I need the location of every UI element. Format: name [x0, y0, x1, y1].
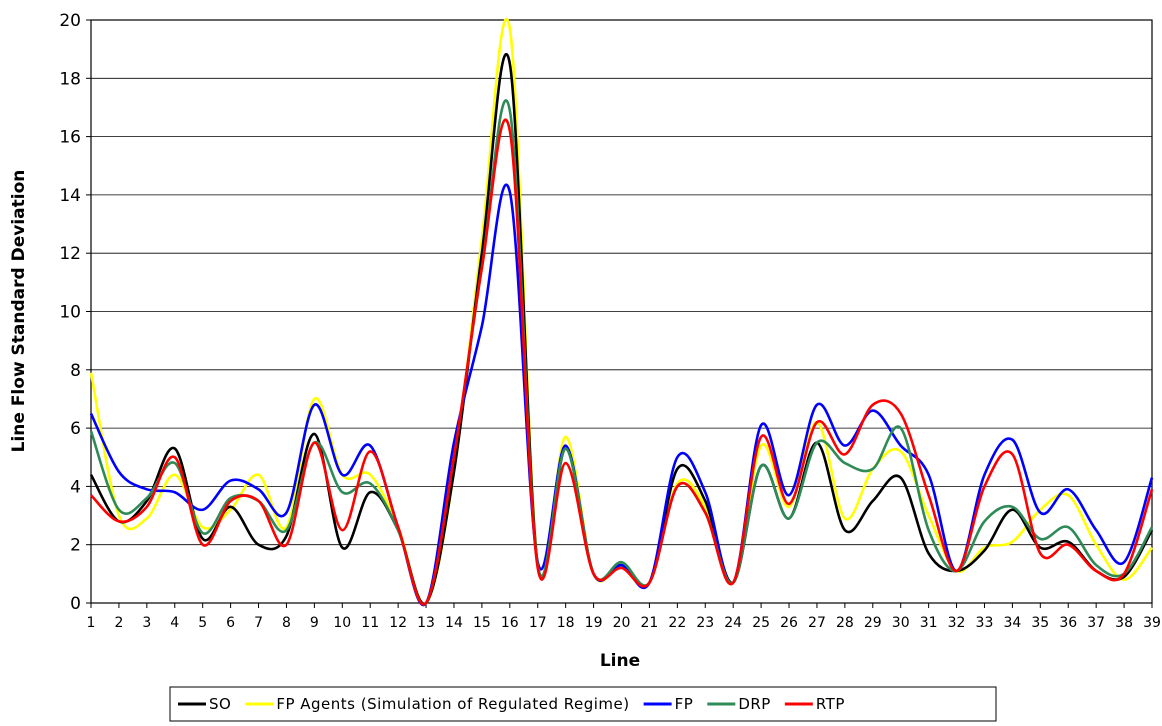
- xtick-label-3: 3: [142, 615, 151, 631]
- xtick-label-28: 28: [836, 615, 854, 631]
- xtick-label-9: 9: [310, 615, 319, 631]
- xtick-label-23: 23: [696, 615, 714, 631]
- xtick-label-36: 36: [1059, 615, 1077, 631]
- y-axis-label: Line Flow Standard Deviation: [9, 170, 29, 453]
- xtick-label-24: 24: [724, 615, 742, 631]
- legend-label-4: RTP: [816, 695, 845, 713]
- xtick-label-22: 22: [668, 615, 686, 631]
- xtick-label-7: 7: [254, 615, 263, 631]
- xtick-label-10: 10: [333, 615, 351, 631]
- series-line-drp: [89, 99, 1154, 606]
- xtick-label-26: 26: [780, 615, 798, 631]
- ytick-label-0: 0: [70, 594, 81, 614]
- xtick-label-18: 18: [557, 615, 575, 631]
- xtick-label-29: 29: [864, 615, 882, 631]
- ytick-label-4: 4: [70, 477, 81, 497]
- xtick-label-21: 21: [641, 615, 659, 631]
- xtick-label-15: 15: [473, 615, 491, 631]
- xtick-label-19: 19: [585, 615, 603, 631]
- ytick-label-6: 6: [70, 419, 81, 439]
- xtick-label-11: 11: [361, 615, 379, 631]
- ytick-label-12: 12: [59, 244, 81, 264]
- series-line-fp-agents-simulation-of-regulated-regime: [89, 17, 1154, 606]
- series-line-rtp: [90, 118, 1154, 606]
- ytick-label-14: 14: [59, 186, 81, 206]
- xtick-label-2: 2: [114, 615, 123, 631]
- xtick-label-5: 5: [198, 615, 207, 631]
- xtick-label-38: 38: [1115, 615, 1133, 631]
- xtick-label-33: 33: [976, 615, 994, 631]
- y-axis-ticks: 0 2 4 6 8 10 12 14 16 18 20: [59, 11, 91, 614]
- series-line-fp: [89, 183, 1154, 607]
- xtick-label-12: 12: [389, 615, 407, 631]
- ytick-label-10: 10: [59, 303, 81, 323]
- ytick-label-8: 8: [70, 361, 81, 381]
- legend-label-2: FP: [675, 695, 694, 713]
- xtick-label-34: 34: [1003, 615, 1021, 631]
- xtick-label-4: 4: [170, 615, 179, 631]
- ytick-label-20: 20: [59, 11, 81, 31]
- legend-label-3: DRP: [738, 695, 771, 713]
- xtick-label-8: 8: [282, 615, 291, 631]
- legend-label-0: SO: [209, 695, 231, 713]
- xtick-label-37: 37: [1087, 615, 1105, 631]
- ytick-label-16: 16: [59, 128, 81, 148]
- x-axis-label: Line: [600, 651, 640, 671]
- xtick-label-16: 16: [501, 615, 519, 631]
- ytick-label-18: 18: [59, 69, 81, 89]
- xtick-label-20: 20: [613, 615, 631, 631]
- xtick-label-32: 32: [948, 615, 966, 631]
- xtick-label-30: 30: [892, 615, 910, 631]
- xtick-label-6: 6: [226, 615, 235, 631]
- legend-box: [169, 686, 997, 722]
- xtick-label-27: 27: [808, 615, 826, 631]
- gridlines: [91, 19, 1152, 604]
- ytick-label-2: 2: [70, 536, 81, 556]
- xtick-label-13: 13: [417, 615, 435, 631]
- legend: SO FP Agents (Simulation of Regulated Reg…: [169, 686, 997, 722]
- xtick-label-31: 31: [920, 615, 938, 631]
- xtick-label-39: 39: [1143, 615, 1161, 631]
- xtick-label-25: 25: [752, 615, 770, 631]
- xtick-label-1: 1: [87, 615, 96, 631]
- xtick-label-17: 17: [529, 615, 547, 631]
- xtick-label-14: 14: [445, 615, 463, 631]
- x-axis-ticks: 1 2 3 4 5 6 7 8 9 10 11 12 13 14 15 16 17 18 19 20 21 22 23 24 2…: [87, 603, 1161, 631]
- legend-label-1: FP Agents (Simulation of Regulated Regim…: [276, 695, 629, 713]
- series-lines: [89, 17, 1154, 607]
- xtick-label-35: 35: [1031, 615, 1049, 631]
